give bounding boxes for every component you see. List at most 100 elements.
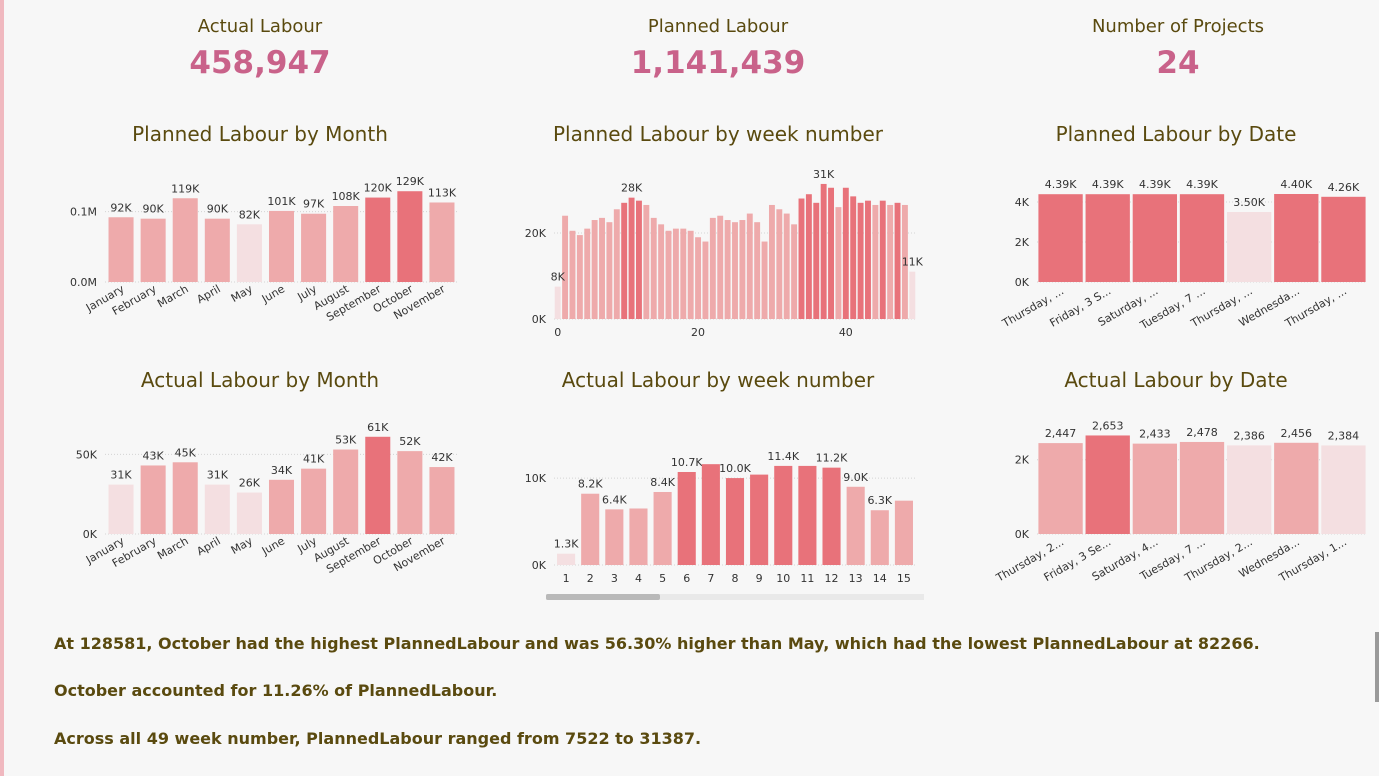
data-label: 34K bbox=[271, 464, 293, 477]
bar bbox=[365, 197, 391, 282]
data-label: 31K bbox=[813, 168, 835, 181]
bar bbox=[894, 500, 913, 565]
chart-planned-by-week[interactable]: 0K 20K 8K 28K 31K 11K 0 20 40 bbox=[500, 165, 930, 345]
y-tick-label: 0K bbox=[1015, 528, 1030, 541]
week-chart-scrollbar-thumb[interactable] bbox=[546, 594, 660, 600]
data-label: 1.3K bbox=[554, 538, 579, 551]
x-tick-label: March bbox=[155, 534, 191, 562]
kpi-number-of-projects[interactable]: Number of Projects 24 bbox=[968, 0, 1379, 81]
x-tick-label: 6 bbox=[683, 572, 690, 585]
bar bbox=[236, 492, 262, 534]
bar bbox=[140, 218, 166, 282]
data-label: 90K bbox=[143, 203, 165, 216]
bar bbox=[842, 187, 849, 319]
x-tick-label: 8 bbox=[732, 572, 739, 585]
kpi-actual-labour[interactable]: Actual Labour 458,947 bbox=[50, 0, 470, 81]
kpi-planned-labour[interactable]: Planned Labour 1,141,439 bbox=[508, 0, 928, 81]
bar bbox=[750, 474, 769, 565]
bar bbox=[204, 218, 230, 282]
data-label: 82K bbox=[239, 208, 261, 221]
week-chart-scrollbar-track[interactable] bbox=[546, 594, 924, 600]
data-label: 2,456 bbox=[1281, 427, 1313, 440]
bar bbox=[605, 509, 624, 565]
x-tick-label: 15 bbox=[897, 572, 911, 585]
chart-actual-by-month[interactable]: 0K50K31KJanuary43KFebruary45KMarch31KApr… bbox=[40, 410, 470, 580]
data-label: 41K bbox=[303, 453, 325, 466]
y-tick-label: 50K bbox=[76, 448, 98, 461]
data-label: 92K bbox=[110, 201, 132, 214]
kpi-label: Planned Labour bbox=[647, 16, 789, 37]
bar bbox=[397, 451, 423, 534]
bar bbox=[599, 217, 605, 319]
bar bbox=[1179, 194, 1225, 282]
bar bbox=[822, 467, 841, 565]
x-tick-label: 0 bbox=[554, 326, 561, 339]
y-tick-label: 0K bbox=[83, 528, 98, 541]
data-label: 10.7K bbox=[671, 456, 703, 469]
data-label: 2,433 bbox=[1139, 428, 1171, 441]
data-label: 108K bbox=[332, 190, 361, 203]
bar bbox=[140, 465, 166, 534]
chart-actual-by-week[interactable]: 0K 10K 1.3K 1 8.2K 2 6.4K 3 4 8.4K 5 10.7K 6 7 10.0K 8 9… bbox=[500, 410, 930, 590]
data-label: 53K bbox=[335, 434, 357, 447]
bar bbox=[724, 220, 731, 319]
page-scrollbar[interactable] bbox=[1375, 632, 1379, 702]
data-label: 120K bbox=[364, 182, 393, 195]
bar bbox=[557, 553, 576, 565]
bar bbox=[636, 200, 642, 319]
bar bbox=[909, 271, 916, 319]
bar bbox=[629, 508, 648, 565]
insight-text-3: Across all 49 week number, PlannedLabour… bbox=[54, 729, 702, 748]
x-tick-label: 5 bbox=[659, 572, 666, 585]
bar bbox=[739, 220, 746, 319]
data-label: 11.4K bbox=[767, 450, 799, 463]
bar bbox=[1132, 194, 1178, 282]
bar bbox=[108, 484, 134, 534]
chart-title-actual-by-date: Actual Labour by Date bbox=[1064, 368, 1288, 392]
x-tick-label: June bbox=[259, 282, 287, 306]
bar bbox=[746, 213, 753, 319]
data-label: 26K bbox=[239, 477, 261, 490]
bar bbox=[606, 222, 613, 319]
bar bbox=[850, 196, 857, 319]
bar bbox=[653, 491, 672, 565]
data-label: 3.50K bbox=[1233, 196, 1265, 209]
x-tick-label: 9 bbox=[756, 572, 763, 585]
bar bbox=[569, 230, 576, 319]
data-label: 8.4K bbox=[650, 476, 675, 489]
data-label: 9.0K bbox=[843, 471, 868, 484]
chart-planned-by-month[interactable]: 0.0M0.1M 92KJanuary90KFebruary119KMarch90… bbox=[40, 165, 470, 335]
bar bbox=[865, 200, 871, 319]
bar bbox=[365, 436, 391, 534]
y-tick-label: 0.1M bbox=[70, 206, 97, 219]
y-tick-label: 0K bbox=[1015, 276, 1030, 289]
data-label: 2,384 bbox=[1328, 429, 1360, 442]
bar bbox=[172, 462, 198, 534]
y-tick-label: 2K bbox=[1015, 236, 1030, 249]
bar bbox=[774, 465, 793, 565]
data-label: 90K bbox=[207, 203, 229, 216]
bar bbox=[702, 241, 709, 319]
chart-title-actual-by-month: Actual Labour by Month bbox=[140, 368, 380, 392]
x-tick-label: 2 bbox=[587, 572, 594, 585]
bar bbox=[1274, 442, 1319, 534]
data-label: 42K bbox=[431, 451, 453, 464]
bar bbox=[680, 228, 687, 319]
data-label: 2,386 bbox=[1233, 429, 1265, 442]
bar bbox=[783, 213, 790, 319]
bar bbox=[301, 213, 327, 282]
bar bbox=[333, 449, 359, 534]
bar bbox=[717, 215, 724, 319]
bar bbox=[798, 465, 817, 565]
bar bbox=[754, 222, 761, 319]
y-tick-label: 4K bbox=[1015, 196, 1030, 209]
bar bbox=[108, 217, 134, 282]
bar bbox=[732, 222, 738, 319]
data-label: 4.39K bbox=[1139, 178, 1171, 191]
bar bbox=[236, 224, 262, 282]
y-tick-label: 10K bbox=[525, 472, 547, 485]
x-tick-label: 11 bbox=[800, 572, 814, 585]
data-label: 97K bbox=[303, 198, 325, 211]
